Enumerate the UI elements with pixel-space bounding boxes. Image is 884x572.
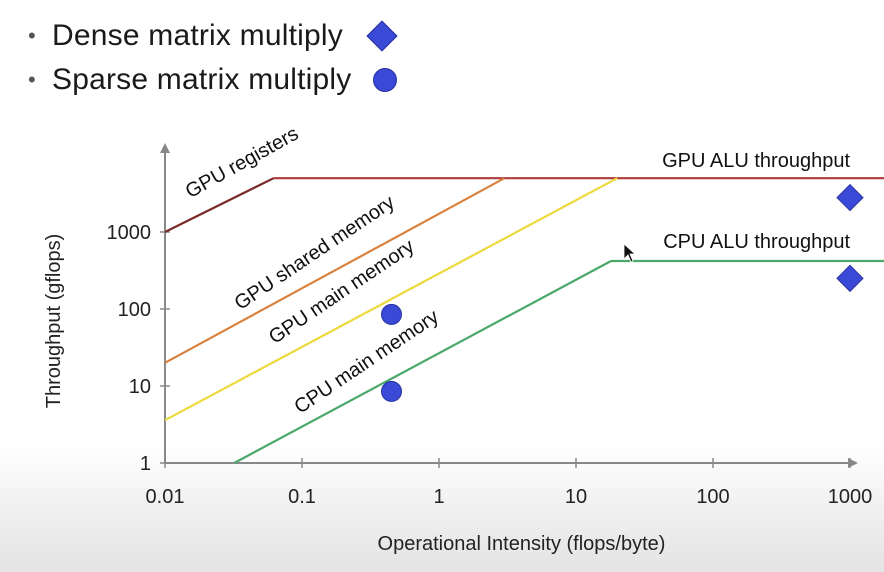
- sparse-point-circle: [380, 380, 402, 402]
- legend: • Dense matrix multiply • Sparse matrix …: [28, 14, 398, 102]
- series-label-cpu-alu-throughput: CPU ALU throughput: [663, 231, 850, 253]
- y-tick-label: 1000: [107, 222, 152, 244]
- x-tick-label: 0.1: [288, 486, 316, 508]
- series-line-gpu-shared-memory: [164, 177, 505, 364]
- x-tick-label: 1000: [828, 486, 873, 508]
- legend-label-dense: Dense matrix multiply: [52, 19, 343, 52]
- y-axis-label: Throughput (gflops): [43, 234, 65, 409]
- mouse-cursor-icon: [623, 243, 637, 263]
- x-tick-label: 10: [565, 486, 587, 508]
- dense-point-diamond: [836, 183, 864, 212]
- series-line-gpu-main-memory: [164, 177, 618, 422]
- legend-item-sparse: • Sparse matrix multiply: [28, 58, 398, 102]
- x-tick-label: 100: [696, 486, 729, 508]
- dense-point-diamond: [836, 264, 864, 293]
- series-line-cpu-main-memory: [233, 260, 612, 464]
- y-tick-label: 10: [129, 376, 151, 398]
- series-line-gpu-registers: [164, 177, 275, 233]
- legend-item-dense: • Dense matrix multiply: [28, 14, 398, 58]
- y-tick-label: 100: [118, 299, 151, 321]
- y-tick-label: 1: [140, 453, 151, 475]
- legend-label-sparse: Sparse matrix multiply: [52, 63, 352, 96]
- x-axis-label: Operational Intensity (flops/byte): [378, 533, 666, 555]
- bullet: •: [28, 23, 36, 48]
- circle-marker-icon: [373, 68, 398, 92]
- series-label-gpu-alu-throughput: GPU ALU throughput: [662, 150, 850, 172]
- bullet: •: [28, 67, 36, 92]
- x-tick-label: 1: [433, 486, 444, 508]
- sparse-point-circle: [380, 303, 402, 325]
- series-label-gpu-registers: GPU registers: [182, 123, 303, 203]
- y-axis-arrow-icon: [160, 143, 170, 153]
- x-tick-label: 0.01: [146, 486, 185, 508]
